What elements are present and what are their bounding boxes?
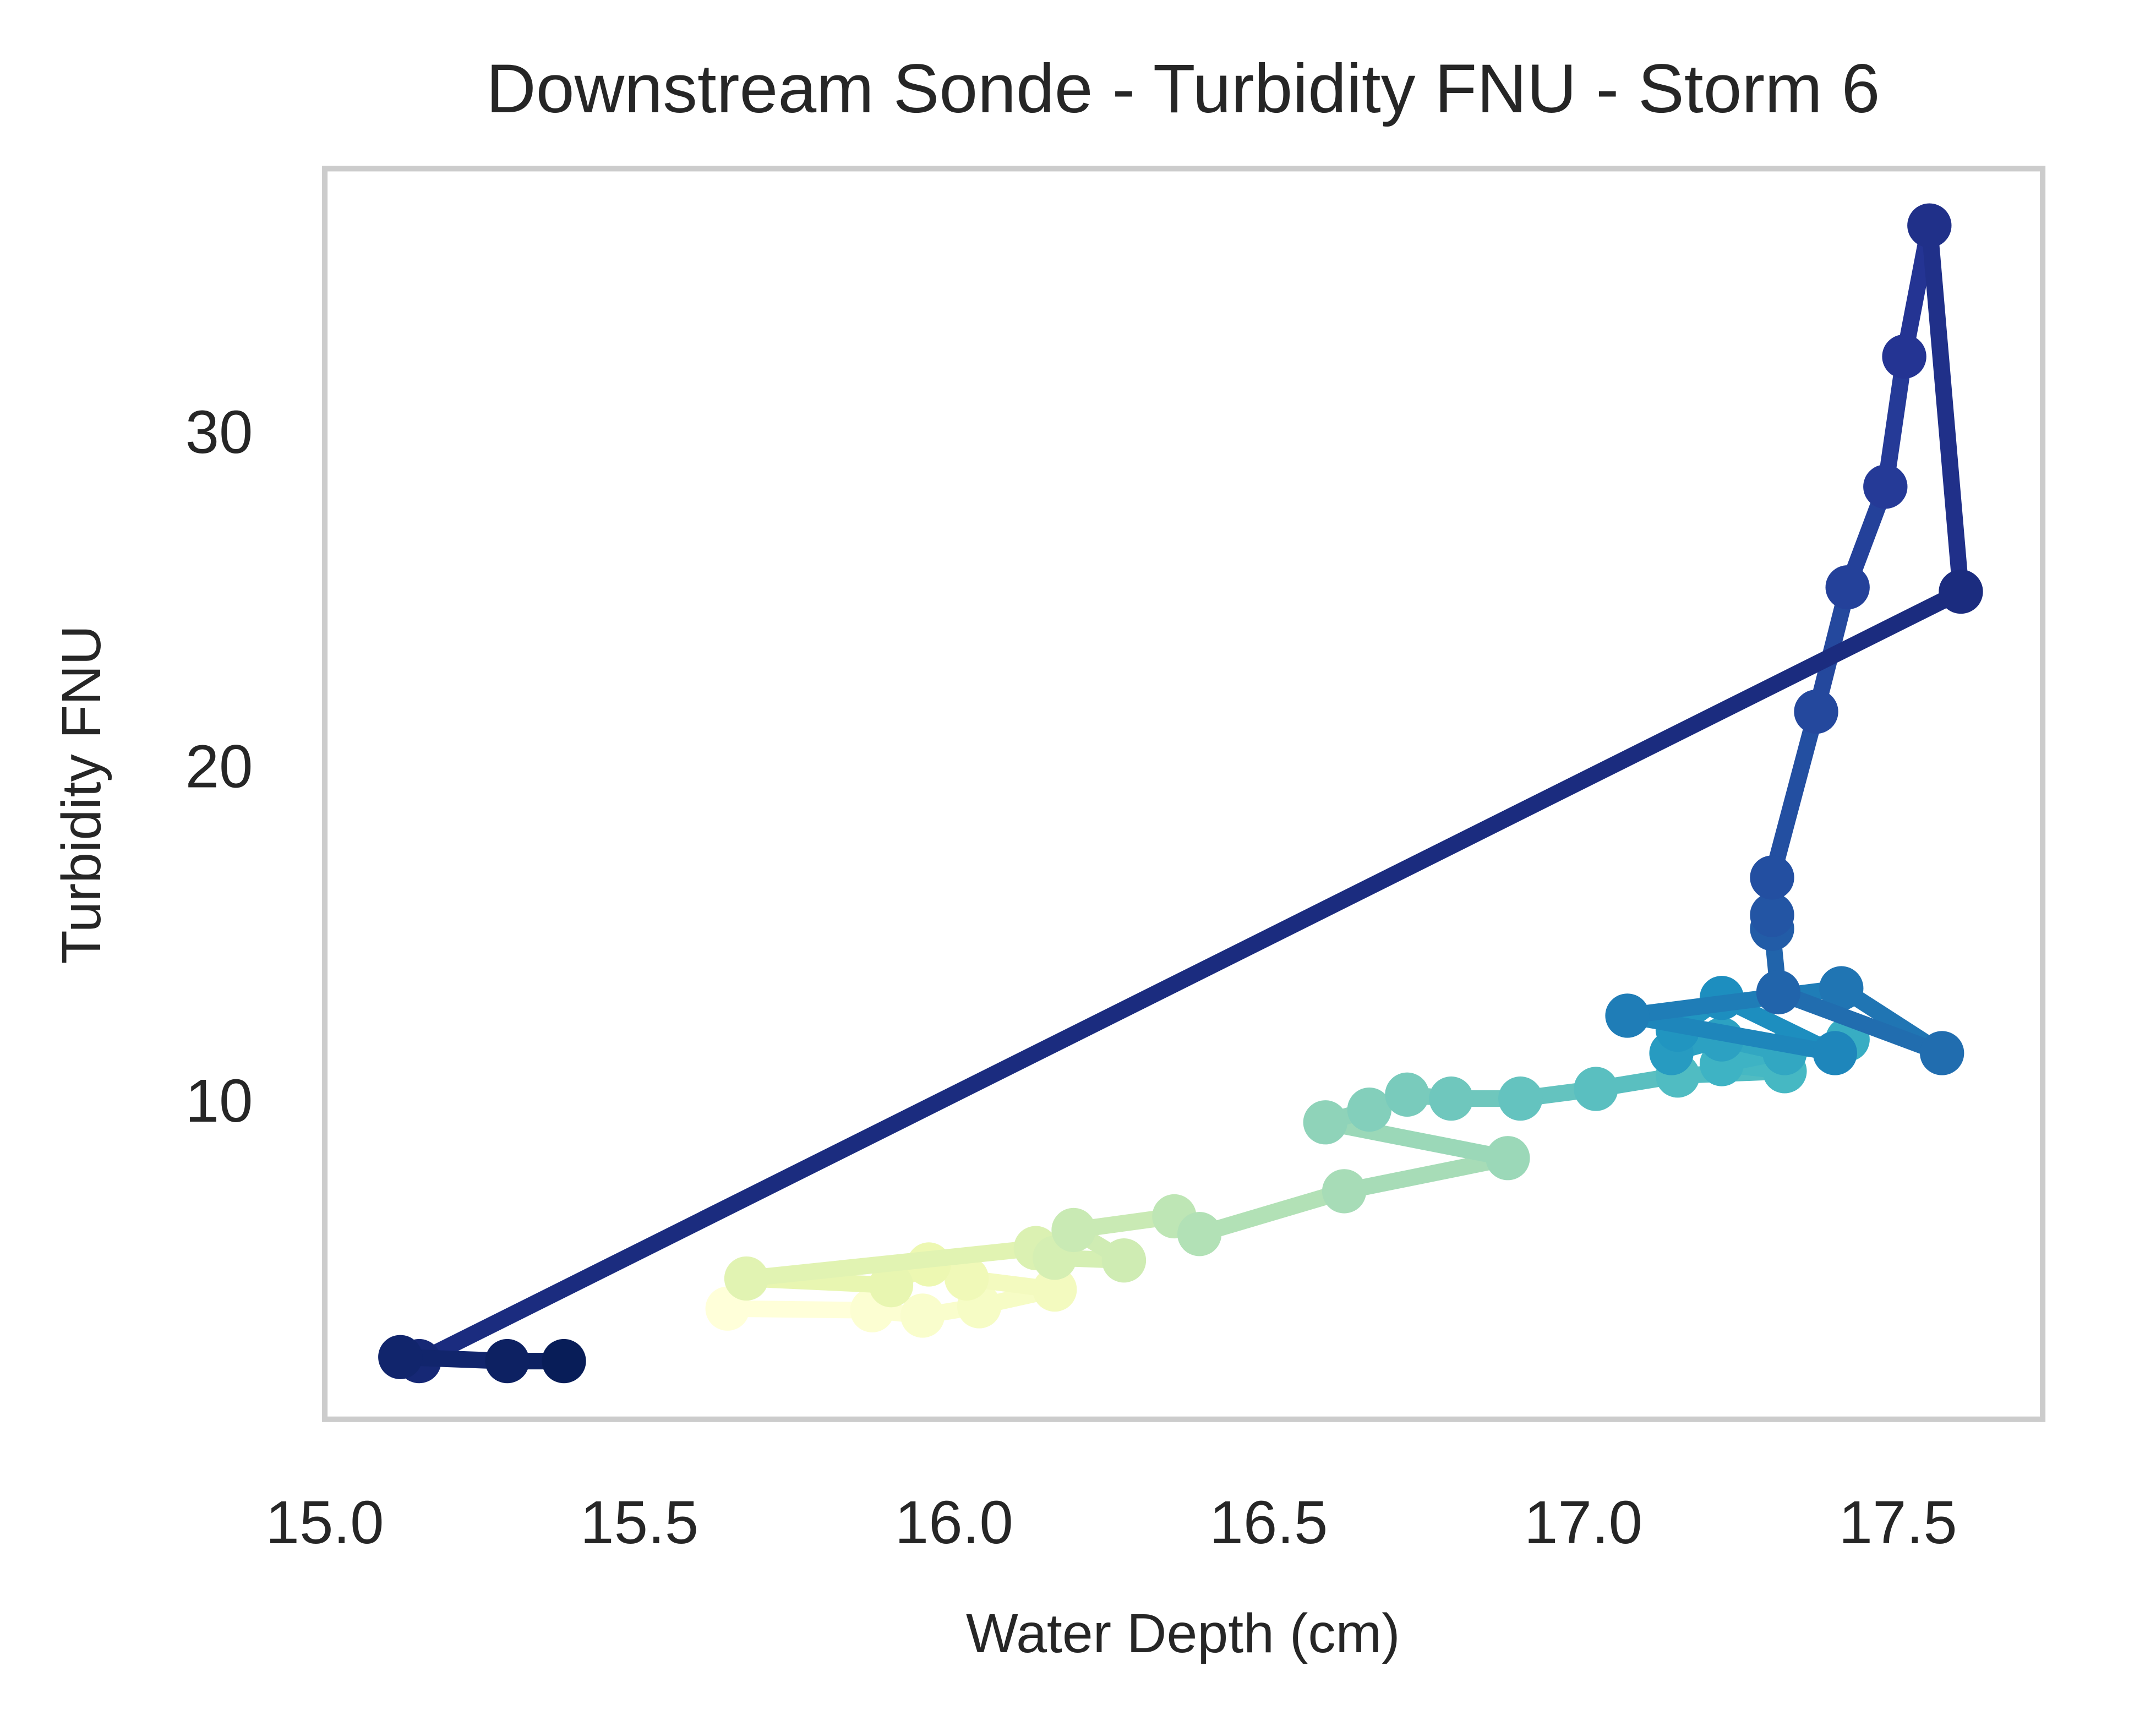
data-point <box>1498 1076 1543 1121</box>
x-tick-label: 15.5 <box>580 1489 698 1556</box>
y-tick-label: 30 <box>185 398 253 466</box>
data-point <box>1347 1087 1392 1132</box>
line-segment <box>1619 1007 1843 1062</box>
data-point <box>485 1338 530 1384</box>
data-point <box>1825 565 1870 610</box>
line-segment <box>1317 1114 1516 1167</box>
y-tick-label: 20 <box>185 733 253 800</box>
line-segment <box>1921 217 1969 600</box>
data-point <box>1101 1238 1147 1283</box>
plot-frame <box>322 166 2046 1422</box>
line-segment <box>738 1239 1044 1287</box>
y-tick-label: 10 <box>185 1067 253 1135</box>
line-segment <box>1191 1183 1353 1243</box>
data-point <box>1819 966 1864 1010</box>
data-point <box>1303 1100 1347 1145</box>
data-point <box>1486 1136 1530 1181</box>
x-axis-label: Water Depth (cm) <box>966 1603 1400 1664</box>
data-point <box>1429 1076 1473 1121</box>
data-point <box>1750 855 1794 900</box>
data-point <box>1794 689 1838 734</box>
data-point <box>1605 993 1650 1038</box>
line-segment <box>1619 980 1850 1024</box>
data-point <box>1574 1067 1618 1111</box>
x-tick-label: 17.0 <box>1524 1489 1642 1556</box>
line-segment <box>1770 984 1951 1062</box>
data-point <box>1863 465 1908 509</box>
line-segment <box>719 1300 881 1319</box>
line-segment <box>411 583 1969 1370</box>
data-point <box>1322 1169 1367 1214</box>
data-point <box>869 1263 914 1308</box>
data-point <box>1750 893 1794 937</box>
data-point <box>542 1338 586 1384</box>
x-tick-label: 16.5 <box>1209 1489 1328 1556</box>
data-point <box>1385 1072 1429 1117</box>
data-point <box>724 1256 769 1301</box>
data-point <box>1756 970 1801 1015</box>
data-point <box>1920 1031 1964 1075</box>
x-tick-label: 16.0 <box>895 1489 1013 1556</box>
data-point <box>378 1335 423 1379</box>
line-segment <box>1336 1150 1516 1200</box>
data-point <box>1051 1208 1096 1253</box>
data-point <box>944 1256 989 1301</box>
y-axis-label: Turbidity FNU <box>51 625 112 964</box>
x-tick-label: 17.5 <box>1839 1489 1957 1556</box>
x-tick-label: 15.0 <box>266 1489 384 1556</box>
chart-title: Downstream Sonde - Turbidity FNU - Storm… <box>486 50 1880 127</box>
data-point <box>1177 1212 1222 1256</box>
data-point <box>1033 1267 1077 1312</box>
line-segment <box>1764 703 1825 886</box>
data-point <box>1882 334 1926 379</box>
data-point <box>1939 569 1983 614</box>
data-point <box>900 1293 945 1338</box>
data-point <box>1907 203 1952 248</box>
data-point <box>1813 1031 1858 1075</box>
